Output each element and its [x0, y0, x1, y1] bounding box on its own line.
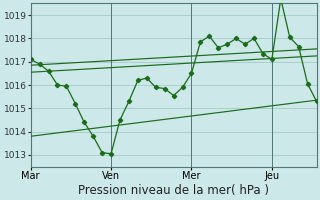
X-axis label: Pression niveau de la mer( hPa ): Pression niveau de la mer( hPa )	[78, 184, 269, 197]
